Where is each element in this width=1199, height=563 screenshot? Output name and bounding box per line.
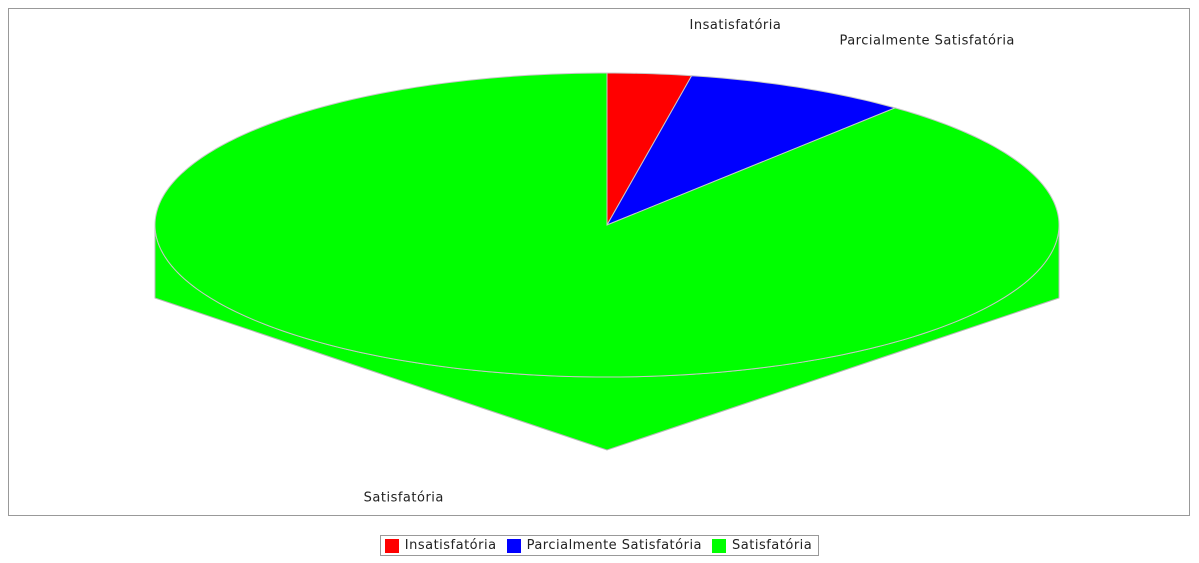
legend-label: Satisfatória	[732, 538, 813, 553]
legend-box: Insatisfatória Parcialmente Satisfatória S…	[379, 535, 820, 556]
legend-swatch	[384, 538, 399, 553]
legend-item: Parcialmente Satisfatória	[506, 538, 703, 553]
legend-swatch	[506, 538, 521, 553]
legend-label: Parcialmente Satisfatória	[526, 538, 703, 553]
legend-item: Satisfatória	[712, 538, 812, 553]
slice-label: Insatisfatória	[690, 18, 782, 33]
pie-slice	[154, 72, 1060, 378]
slice-label: Satisfatória	[364, 491, 444, 506]
legend-label: Insatisfatória	[404, 538, 497, 553]
legend: Insatisfatória Parcialmente Satisfatória S…	[0, 535, 1199, 556]
legend-item: Insatisfatória	[384, 538, 497, 553]
slice-label: Parcialmente Satisfatória	[839, 33, 1014, 48]
chart: Insatisfatória Parcialmente Satisfatória S…	[8, 8, 1190, 516]
legend-swatch	[712, 538, 727, 553]
pie-slice	[605, 75, 897, 227]
